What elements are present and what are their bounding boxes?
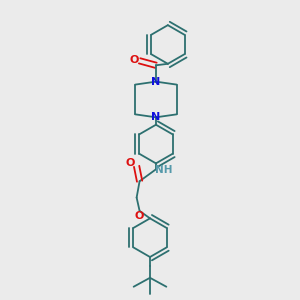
- Text: N: N: [151, 76, 160, 87]
- Text: NH: NH: [154, 165, 172, 175]
- Text: N: N: [151, 112, 160, 122]
- Text: O: O: [130, 55, 139, 65]
- Text: O: O: [125, 158, 135, 168]
- Text: O: O: [135, 211, 144, 221]
